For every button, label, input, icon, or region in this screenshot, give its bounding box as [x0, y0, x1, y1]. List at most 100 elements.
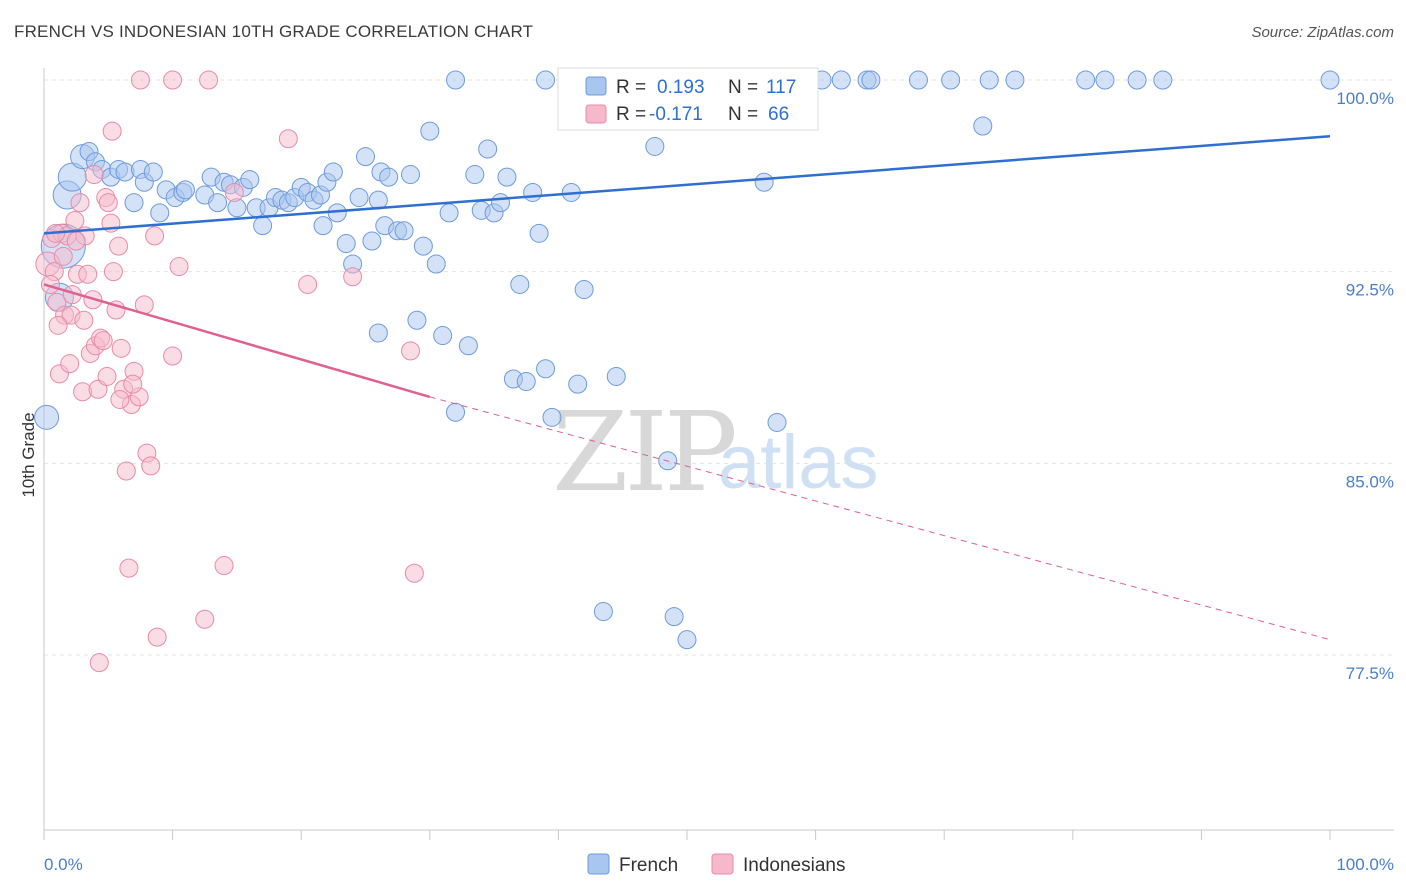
indonesians-point — [298, 274, 318, 294]
french-point — [379, 167, 399, 187]
french-point — [1005, 70, 1025, 90]
french-point — [767, 412, 787, 432]
indonesians-trend-line-extension — [429, 396, 1331, 641]
stats-french-r-value: 0.193 — [657, 77, 705, 98]
stats-indonesians-n-label: N = — [728, 104, 758, 125]
french-point — [908, 70, 928, 90]
french-point — [568, 374, 588, 394]
indonesians-point — [97, 366, 117, 386]
french-point — [536, 70, 556, 90]
french-point — [124, 193, 144, 213]
french-point — [446, 402, 466, 422]
french-point — [497, 167, 517, 187]
french-point — [491, 193, 511, 213]
french-point — [349, 188, 369, 208]
french-point — [529, 223, 549, 243]
indonesians-point — [78, 264, 98, 284]
indonesians-point — [123, 374, 143, 394]
indonesians-point — [130, 70, 150, 90]
indonesians-point — [214, 556, 234, 576]
french-point — [510, 274, 530, 294]
french-point — [143, 162, 163, 182]
french-point — [446, 70, 466, 90]
indonesians-point — [195, 609, 215, 629]
stats-french-swatch — [585, 76, 607, 96]
french-point — [323, 162, 343, 182]
french-point — [313, 216, 333, 236]
indonesians-points — [35, 70, 424, 673]
french-point — [645, 136, 665, 156]
french-point — [407, 310, 427, 330]
indonesians-point — [163, 70, 183, 90]
legend-indonesians-swatch — [711, 853, 734, 875]
french-point — [831, 70, 851, 90]
french-point — [1320, 70, 1340, 90]
indonesians-trend-line — [43, 283, 431, 399]
indonesians-point — [163, 346, 183, 366]
legend-indonesians-label: Indonesians — [743, 855, 845, 876]
french-point — [593, 602, 613, 622]
french-point — [677, 630, 697, 650]
french-point — [979, 70, 999, 90]
indonesians-point — [278, 129, 298, 149]
indonesians-point — [84, 165, 104, 185]
stats-french-n-label: N = — [728, 77, 758, 98]
indonesians-point — [74, 310, 94, 330]
french-point — [413, 236, 433, 256]
french-point — [368, 323, 388, 343]
indonesians-point — [93, 331, 113, 351]
indonesians-point — [66, 231, 86, 251]
french-point — [433, 326, 453, 346]
indonesians-point — [48, 315, 68, 335]
indonesians-point — [40, 274, 60, 294]
indonesians-point — [110, 389, 130, 409]
french-point — [542, 407, 562, 427]
watermark-zip: ZIP — [552, 388, 735, 516]
french-point — [420, 121, 440, 141]
french-point — [362, 231, 382, 251]
indonesians-point — [224, 182, 244, 202]
french-point — [439, 203, 459, 223]
french-point — [973, 116, 993, 136]
french-point — [861, 70, 881, 90]
indonesians-point — [401, 341, 421, 361]
indonesians-point — [119, 558, 139, 578]
indonesians-point — [111, 338, 131, 358]
indonesians-point — [109, 236, 129, 256]
indonesians-point — [70, 193, 90, 213]
indonesians-point — [116, 461, 136, 481]
french-point — [523, 182, 543, 202]
french-point — [606, 366, 626, 386]
french-point — [253, 216, 273, 236]
indonesians-point — [141, 456, 161, 476]
indonesians-point — [199, 70, 219, 90]
stats-french-n-value: 117 — [766, 77, 796, 98]
french-point — [536, 359, 556, 379]
stats-indonesians-r-value: -0.171 — [649, 104, 703, 125]
french-point — [664, 607, 684, 627]
indonesians-point — [89, 653, 109, 673]
stats-indonesians-n-value: 66 — [768, 104, 789, 125]
french-point — [941, 70, 961, 90]
french-point — [1153, 70, 1173, 90]
y-tick-label: 85.0% — [1346, 472, 1394, 491]
french-point — [1127, 70, 1147, 90]
legend-french-swatch — [587, 853, 610, 875]
french-point — [478, 139, 498, 159]
legend-french-label: French — [619, 855, 678, 876]
french-point — [356, 147, 375, 167]
grid-lines — [44, 79, 1394, 656]
french-point — [465, 165, 485, 185]
indonesians-point — [343, 267, 363, 287]
x-axis-ticks — [43, 830, 1331, 840]
indonesians-point — [147, 627, 167, 647]
indonesians-point — [60, 354, 80, 374]
french-point — [458, 336, 478, 356]
indonesians-point — [65, 211, 85, 231]
indonesians-point — [169, 257, 189, 277]
french-point — [175, 180, 195, 200]
y-tick-label: 92.5% — [1346, 281, 1394, 300]
indonesians-point — [145, 226, 165, 246]
stats-indonesians-swatch — [585, 104, 607, 124]
